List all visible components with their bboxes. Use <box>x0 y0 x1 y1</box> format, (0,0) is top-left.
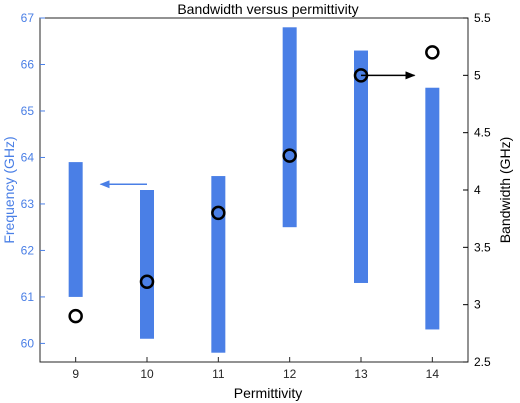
y-left-tick-label: 65 <box>21 104 35 118</box>
y-right-tick-label: 4.5 <box>474 126 491 140</box>
y-right-tick-label: 5.5 <box>474 11 491 25</box>
bandwidth-point <box>282 148 297 163</box>
y-right-tick-label: 4 <box>474 183 481 197</box>
x-tick-label: 13 <box>354 367 368 381</box>
plot-frame <box>39 17 469 363</box>
bandwidth-point <box>211 205 226 221</box>
x-tick-label: 12 <box>283 367 297 381</box>
y-right-tick-label: 3 <box>474 298 481 312</box>
y-axis-left-label: Frequency (GHz) <box>1 136 17 243</box>
y-right-tick-label: 2.5 <box>474 355 491 369</box>
y-left-tick-label: 62 <box>21 243 35 257</box>
y-left-tick-label: 60 <box>21 336 35 350</box>
chart-title: Bandwidth versus permittivity <box>177 1 358 17</box>
y-left-tick-label: 66 <box>21 57 35 71</box>
range-bar <box>68 162 83 297</box>
y-left-tick-label: 61 <box>21 290 35 304</box>
plot-area: 9 10 11 12 13 14 60 61 62 63 64 65 66 67 2.5 3 3.5 4 4.5 5 5… <box>21 11 491 381</box>
y-right-tick-label: 3.5 <box>474 240 491 254</box>
range-bar <box>354 50 368 283</box>
y-right-tick-label: 5 <box>474 68 481 82</box>
y-axis-right-label: Bandwidth (GHz) <box>497 137 513 244</box>
x-tick-label: 11 <box>212 367 225 381</box>
x-tick-label: 10 <box>140 367 154 381</box>
bandwidth-point <box>68 308 83 324</box>
y-left-tick-label: 67 <box>21 11 35 25</box>
range-bar <box>282 27 297 228</box>
x-tick-label: 14 <box>426 367 440 381</box>
range-bar <box>211 176 226 353</box>
range-bar <box>140 190 154 339</box>
x-axis-label: Permittivity <box>234 385 302 401</box>
y-left-tick-label: 63 <box>21 197 35 211</box>
x-tick-label: 9 <box>72 367 79 381</box>
bandwidth-point <box>139 274 155 289</box>
y-left-tick-label: 64 <box>21 150 35 164</box>
bandwidth-point <box>425 45 440 60</box>
range-bar <box>425 87 440 330</box>
